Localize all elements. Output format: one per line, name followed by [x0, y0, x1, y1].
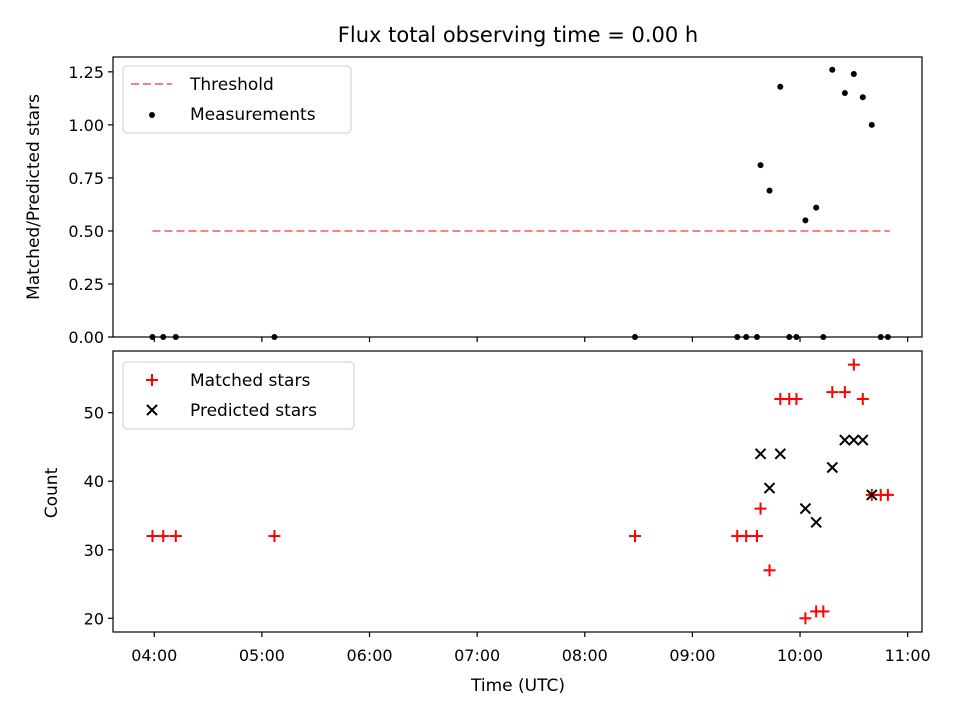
measurement-point	[777, 83, 784, 90]
matched-star-point	[740, 530, 753, 543]
legend-frame	[122, 65, 352, 134]
x-b	[146, 404, 158, 416]
matched-star-point	[628, 530, 641, 543]
top-y-axis-ticks: 0.00 0.25 0.50 0.75 1.00 1.25	[68, 63, 909, 347]
legend-matched-label: Matched stars	[190, 371, 310, 391]
y-tick-label: 0.00	[68, 328, 104, 347]
y-tick-label: 0.75	[68, 169, 104, 188]
x-b	[848, 434, 860, 446]
measurement-point	[813, 204, 820, 211]
top-y-axis-label: Matched/Predicted stars	[24, 94, 44, 300]
matched-star-point	[268, 530, 281, 543]
x-b	[839, 434, 851, 446]
x-b	[866, 489, 878, 501]
x-b	[810, 516, 822, 529]
x-b	[799, 502, 812, 515]
predicted-star-point	[763, 482, 776, 494]
predicted-star-point	[810, 516, 822, 529]
measurement-point	[802, 217, 809, 224]
measurement-point	[868, 121, 875, 128]
matched-star-point	[750, 530, 763, 543]
x-tick-label: 11:00	[885, 646, 931, 665]
y-tick-label: 0.25	[68, 275, 104, 294]
matched-star-point	[146, 530, 159, 543]
x-b	[826, 461, 839, 474]
x-b	[774, 448, 786, 460]
matched-star-point	[763, 564, 776, 577]
measurement-point	[841, 90, 848, 97]
x-b	[857, 434, 869, 446]
x-axis-label: Time (UTC)	[470, 676, 565, 696]
bottom-plot-frame	[112, 350, 923, 633]
matched-star-point	[826, 386, 839, 399]
bottom-y-axis-label: Count	[42, 467, 62, 518]
measurement-point	[859, 94, 866, 101]
matched-star-point	[881, 488, 894, 501]
matched-star-point	[799, 612, 812, 625]
legend-predicted-label: Predicted stars	[190, 401, 317, 421]
legend-frame	[122, 361, 355, 430]
predicted-star-point	[839, 434, 851, 446]
matched-star-point	[847, 358, 860, 371]
y-tick-label: 40	[84, 472, 104, 491]
x-b	[763, 482, 776, 494]
bottom-x-axis-ticks: 04:00 05:00 06:00 07:00 08:00 09:00 10:00 11:00	[131, 632, 931, 665]
legend-predicted-swatch	[146, 404, 158, 416]
y-tick-label: 1.25	[68, 63, 104, 82]
x-tick-label: 09:00	[669, 646, 715, 665]
matched-star-point	[754, 502, 767, 515]
x-tick-label: 05:00	[239, 646, 285, 665]
bottom-y-axis-ticks: 20 30 40 50	[84, 404, 113, 628]
x-tick-label: 08:00	[562, 646, 608, 665]
x-tick-label: 07:00	[454, 646, 500, 665]
predicted-star-point	[774, 448, 786, 460]
x-tick-label: 04:00	[131, 646, 177, 665]
legend-measurement-swatch	[149, 112, 155, 118]
y-tick-label: 30	[84, 541, 104, 560]
matched-star-point	[817, 605, 830, 618]
predicted-star-point	[866, 489, 878, 501]
measurement-point	[829, 66, 836, 73]
y-tick-label: 0.50	[68, 222, 104, 241]
bottom-plot-area	[112, 350, 923, 633]
bottom-legend: Matched stars Predicted stars	[122, 361, 355, 430]
matched-star-point	[169, 530, 182, 543]
matched-star-point	[157, 530, 170, 543]
top-legend: Threshold Measurements	[122, 65, 352, 134]
top-plot-area	[112, 56, 923, 340]
y-tick-label: 1.00	[68, 116, 104, 135]
top-plot-frame	[112, 56, 923, 338]
y-tick-label: 50	[84, 404, 104, 423]
measurement-point	[850, 70, 857, 77]
x-tick-label: 06:00	[346, 646, 392, 665]
legend-threshold-label: Threshold	[189, 75, 274, 95]
predicted-star-point	[857, 434, 869, 446]
top-chart: Flux total observing time = 0.00 h 0.000…	[24, 23, 923, 347]
legend-measurement-label: Measurements	[190, 105, 316, 125]
measurement-point	[757, 162, 764, 169]
predicted-star-point	[754, 448, 767, 460]
y-tick-label: 20	[84, 609, 104, 628]
predicted-star-point	[799, 502, 812, 515]
matched-star-point	[838, 386, 851, 399]
matched-star-point	[856, 392, 869, 405]
chart-title: Flux total observing time = 0.00 h	[338, 23, 698, 47]
predicted-star-point	[826, 461, 839, 474]
matched-star-point	[790, 392, 803, 405]
x-b	[754, 448, 767, 460]
bottom-chart: 20 30 40 50 04:00 05:00 06:00 07:00 08:00 09:00 1…	[42, 350, 931, 696]
predicted-star-point	[848, 434, 860, 446]
x-tick-label: 10:00	[777, 646, 823, 665]
measurement-point	[766, 187, 773, 194]
legend-matched-swatch	[146, 374, 158, 386]
